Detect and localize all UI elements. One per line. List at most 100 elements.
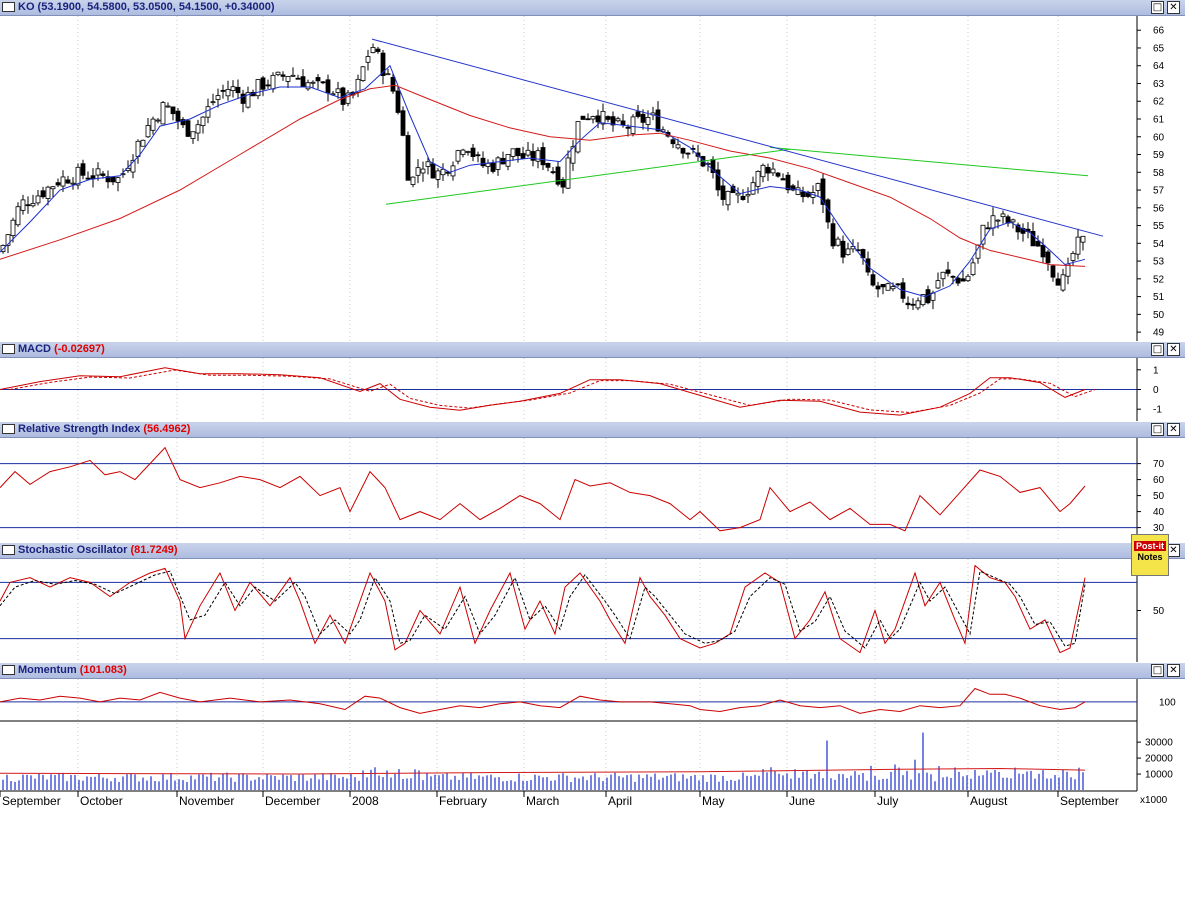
trend-line-blue-line	[371, 38, 1104, 237]
y-tick-label: 10000	[1145, 770, 1173, 781]
candle-body	[625, 126, 631, 129]
candle-body	[560, 179, 566, 188]
rsi-line	[0, 446, 1086, 532]
stoch-menu-icon[interactable]	[2, 545, 15, 555]
date-axis-area	[0, 791, 1185, 811]
momentum-volume-chart[interactable]: 100 30000 20000 10000 x1000 September October N…	[0, 679, 1185, 811]
candle-body	[685, 152, 691, 155]
candle-body	[950, 275, 956, 278]
candle-body	[790, 185, 796, 191]
candle-body	[470, 147, 476, 157]
macd-restore-button[interactable]: □	[1151, 343, 1164, 356]
plot-area	[0, 438, 1137, 542]
y-tick-label: 54	[1153, 239, 1165, 250]
candle-body	[75, 166, 81, 186]
candle-body	[600, 110, 606, 125]
candle-body	[110, 176, 116, 183]
candle-body	[955, 277, 961, 284]
candle-body	[985, 227, 991, 230]
candle-body	[795, 187, 801, 195]
candle-body	[1080, 235, 1086, 243]
candle-body	[150, 118, 156, 131]
candle-body	[815, 183, 821, 191]
candle-body	[20, 199, 26, 211]
rsi-restore-button[interactable]: □	[1151, 423, 1164, 436]
close-button[interactable]: ✕	[1167, 1, 1180, 14]
candle-body	[30, 202, 36, 207]
x-tick-label: November	[179, 794, 234, 808]
momentum-panel: Momentum (101.083) □ ✕ 100 30000 20000 1000…	[0, 663, 1185, 811]
stoch-chart[interactable]: 50	[0, 559, 1185, 662]
candle-body	[740, 195, 746, 200]
y-tick-label: 57	[1153, 186, 1165, 197]
candle-body	[1050, 265, 1056, 278]
candle-body	[315, 77, 321, 82]
y-tick-label: 40	[1153, 507, 1165, 518]
candle-body	[460, 149, 466, 155]
candle-body	[1035, 240, 1041, 247]
x-tick-label: February	[439, 794, 487, 808]
macd-menu-icon[interactable]	[2, 344, 15, 354]
macd-chart[interactable]: 1 0 -1	[0, 358, 1185, 421]
y-tick-label: 59	[1153, 150, 1165, 161]
post-it-notes-button[interactable]: Post-it Notes	[1131, 534, 1169, 576]
candle-body	[335, 88, 341, 93]
candle-body	[630, 116, 636, 134]
candle-body	[5, 234, 11, 246]
rsi-close-button[interactable]: ✕	[1167, 423, 1180, 436]
candle-body	[895, 283, 901, 286]
candle-body	[165, 105, 171, 108]
candle-body	[255, 79, 261, 97]
candle-body	[535, 150, 541, 162]
candle-body	[385, 73, 391, 76]
rsi-panel-titlebar[interactable]: Relative Strength Index (56.4962) □ ✕	[0, 422, 1185, 438]
candle-body	[245, 92, 251, 108]
plot-area	[0, 559, 1137, 662]
volume-unit-label: x1000	[1140, 795, 1168, 806]
momentum-menu-icon[interactable]	[2, 665, 15, 675]
momentum-panel-titlebar[interactable]: Momentum (101.083) □ ✕	[0, 663, 1185, 679]
candle-body	[765, 166, 771, 174]
macd-panel-titlebar[interactable]: MACD (-0.02697) □ ✕	[0, 342, 1185, 358]
candle-body	[565, 157, 571, 189]
y-tick-label: 0	[1153, 385, 1159, 396]
stoch-panel-titlebar[interactable]: Stochastic Oscillator (81.7249) ✕	[0, 543, 1185, 559]
candle-body	[655, 109, 661, 132]
candle-body	[230, 86, 236, 91]
candle-body	[905, 302, 911, 306]
candle-body	[890, 286, 896, 290]
rsi-chart[interactable]: 70 60 50 40 30	[0, 438, 1185, 542]
candle-body	[485, 162, 491, 167]
candle-body	[130, 159, 136, 173]
candle-body	[945, 269, 951, 274]
candle-body	[345, 92, 351, 104]
momentum-restore-button[interactable]: □	[1151, 664, 1164, 677]
candle-body	[410, 176, 416, 185]
candle-body	[305, 82, 311, 90]
macd-close-button[interactable]: ✕	[1167, 343, 1180, 356]
rsi-menu-icon[interactable]	[2, 424, 15, 434]
candle-body	[885, 283, 891, 291]
chart-menu-icon[interactable]	[2, 2, 15, 12]
candle-body	[870, 274, 876, 286]
candle-body	[770, 168, 776, 174]
candle-body	[595, 115, 601, 123]
macd-signal-line	[9, 369, 1096, 414]
stoch-close-button[interactable]: ✕	[1167, 544, 1180, 557]
x-tick-label: September	[1060, 794, 1119, 808]
y-tick-label: 50	[1153, 606, 1165, 617]
candle-body	[570, 146, 576, 164]
restore-button[interactable]: □	[1151, 1, 1164, 14]
candle-body	[970, 262, 976, 275]
x-tick-label: September	[2, 794, 61, 808]
candle-body	[285, 76, 291, 82]
candle-body	[115, 177, 121, 183]
candle-body	[210, 101, 216, 104]
candle-body	[550, 171, 556, 174]
candle-body	[300, 76, 306, 87]
candle-body	[435, 170, 441, 180]
price-panel-titlebar[interactable]: KO (53.1900, 54.5800, 53.0500, 54.1500, …	[0, 0, 1185, 16]
momentum-close-button[interactable]: ✕	[1167, 664, 1180, 677]
candle-body	[1000, 213, 1006, 218]
price-chart[interactable]: 49 50 51 52 53 54 55 56 57 58 59 60 61 62 63 64 65 66	[0, 16, 1185, 341]
